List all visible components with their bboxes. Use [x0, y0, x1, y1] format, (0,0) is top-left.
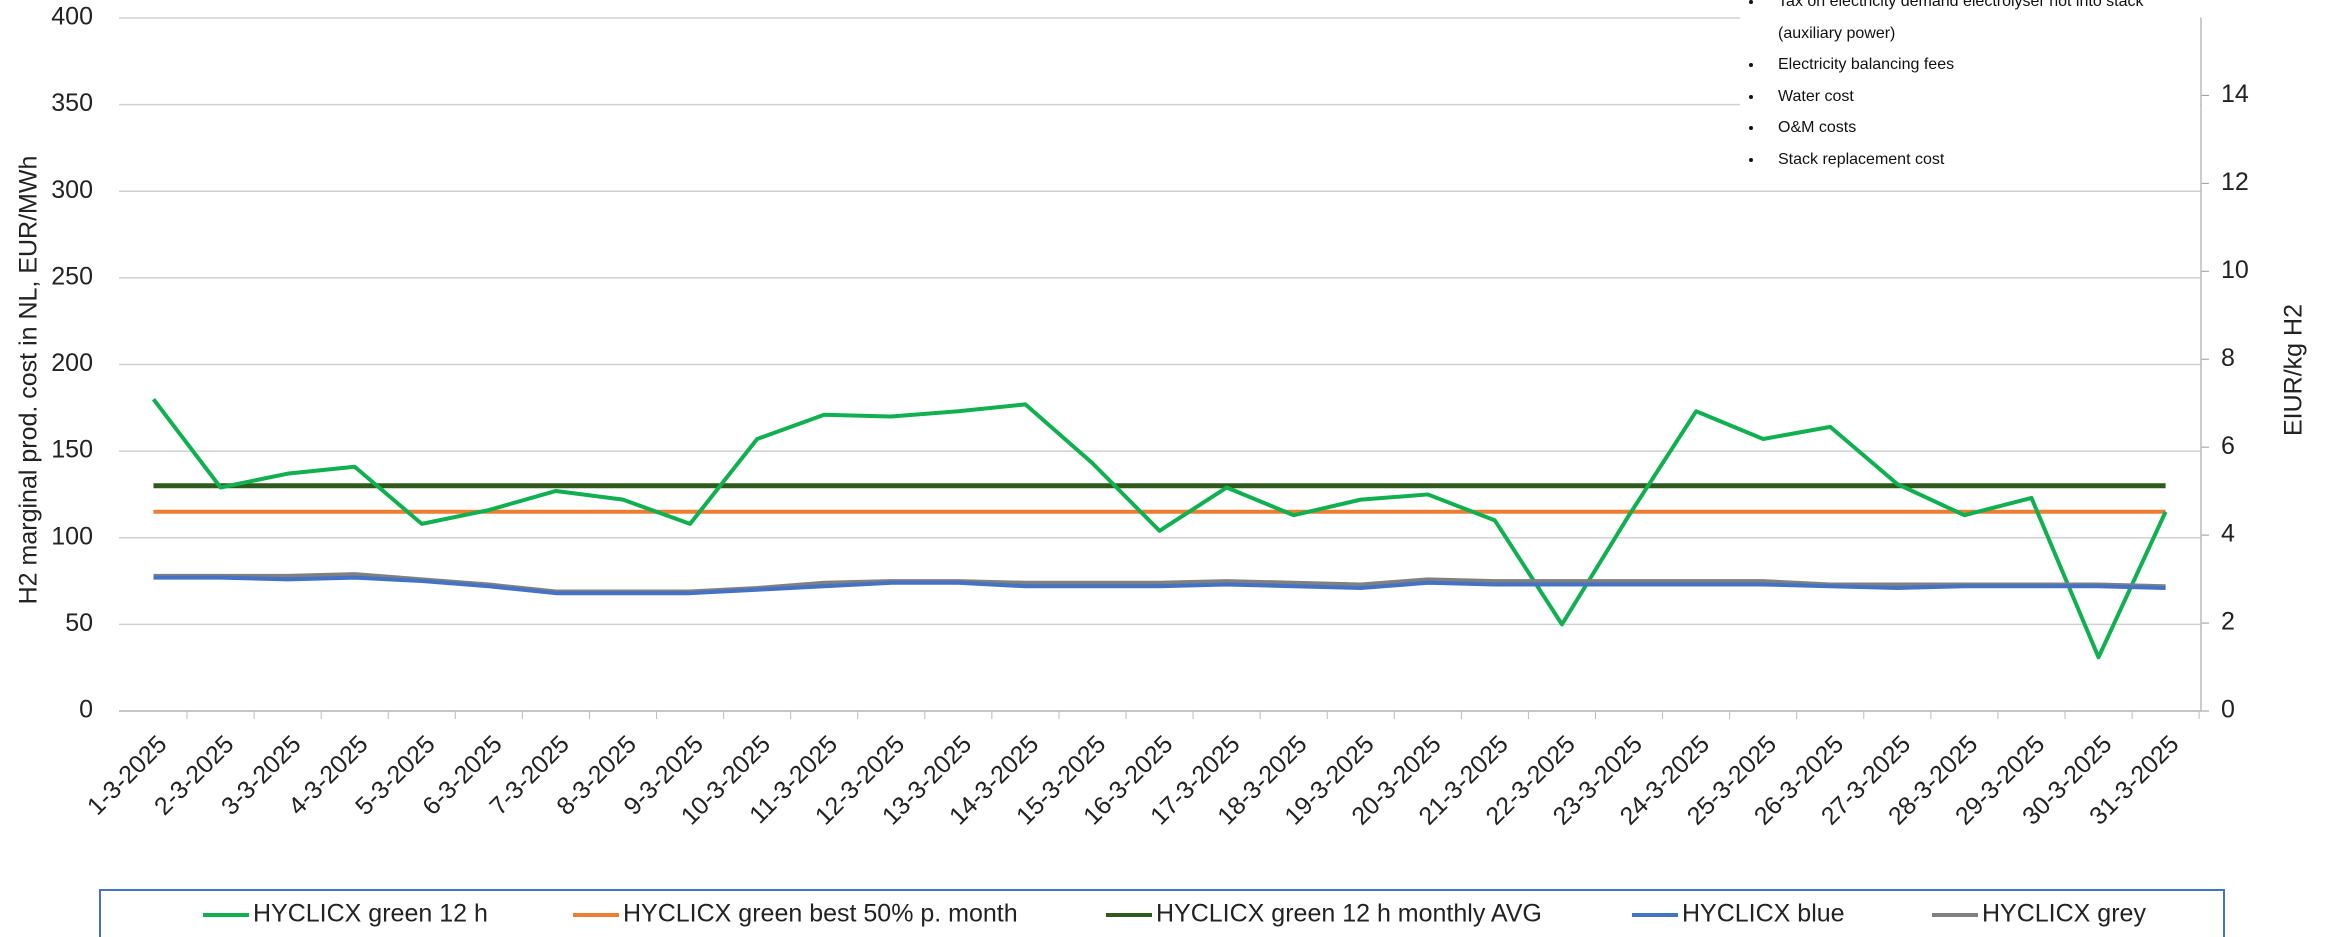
- y-tick-label: 400: [51, 3, 93, 31]
- note: Tax on electricity demand electrolyser n…: [1764, 0, 2200, 49]
- notes: Tax on electricity demand electrolyser n…: [1740, 0, 2200, 175]
- legend-label: HYCLICX green 12 h monthly AVG: [1156, 900, 1542, 928]
- y-tick-label: 150: [51, 436, 93, 464]
- y2-tick-label: 0: [2221, 696, 2235, 724]
- y-axis-label: H2 marginal prod. cost in NL, EUR/MWh: [15, 156, 43, 605]
- y-tick-label: 300: [51, 176, 93, 204]
- note: O&M costs: [1764, 112, 2200, 144]
- y2-tick-label: 14: [2221, 80, 2249, 108]
- y-tick-label: 250: [51, 262, 93, 290]
- note: Stack replacement cost: [1764, 144, 2200, 176]
- y2-axis-label: EIUR/kg H2: [2280, 304, 2308, 436]
- legend-box: [99, 889, 2225, 937]
- series-line: [153, 575, 2166, 596]
- legend-label: HYCLICX green best 50% p. month: [623, 900, 1018, 928]
- y2-tick-label: 8: [2221, 344, 2235, 372]
- y-tick-label: 200: [51, 349, 93, 377]
- series-line: [151, 397, 2168, 660]
- y2-tick-label: 6: [2221, 432, 2235, 460]
- y2-tick-label: 10: [2221, 256, 2249, 284]
- legend-label: HYCLICX grey: [1982, 900, 2146, 928]
- y2-tick-label: 12: [2221, 168, 2249, 196]
- y-tick-label: 0: [79, 696, 93, 724]
- note: Electricity balancing fees: [1764, 49, 2200, 81]
- y-tick-label: 100: [51, 522, 93, 550]
- y-tick-label: 350: [51, 89, 93, 117]
- note: Water cost: [1764, 81, 2200, 113]
- y2-tick-label: 2: [2221, 608, 2235, 636]
- legend-label: HYCLICX green 12 h: [253, 900, 488, 928]
- y-tick-label: 50: [65, 609, 93, 637]
- y2-tick-label: 4: [2221, 520, 2235, 548]
- legend-label: HYCLICX blue: [1682, 900, 1845, 928]
